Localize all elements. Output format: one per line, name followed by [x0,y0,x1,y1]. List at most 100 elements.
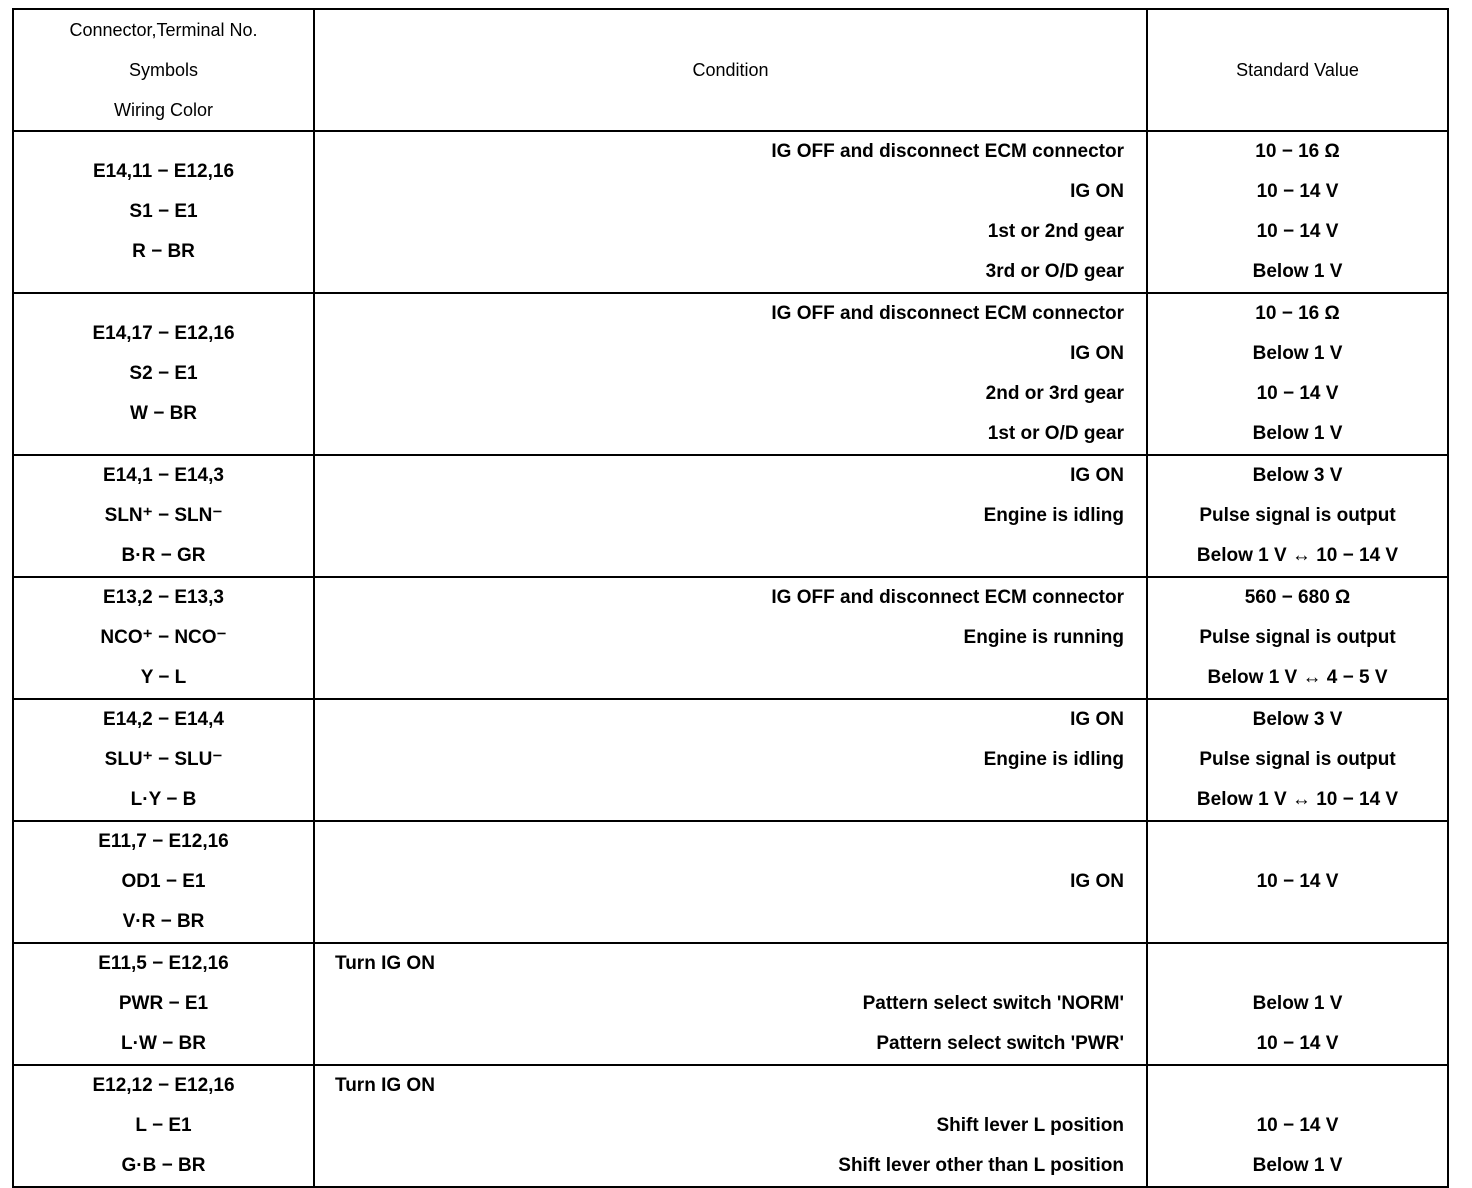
terminal-cell: E14,17 − E12,16 S2 − E1 W − BR [12,292,315,456]
condition-line: Shift lever L position [936,1115,1124,1136]
standard-value-line: Below 1 V ↔ 4 − 5 V [1207,667,1388,688]
terminal-line: W − BR [129,403,198,424]
terminal-line: S2 − E1 [129,363,198,384]
terminal-line: E12,12 − E12,16 [92,1075,235,1096]
table-row: E11,7 − E12,16 OD1 − E1 V·R − BR IG ON 10 − … [12,820,1449,944]
header-standard-value: Standard Value [1146,8,1449,132]
condition-line: 1st or O/D gear [987,423,1124,444]
condition-line [315,902,1146,942]
standard-value-line: Below 1 V [1252,993,1343,1014]
standard-value-line: 10 − 16 Ω [1255,303,1340,324]
standard-value-line: 10 − 14 V [1256,1033,1339,1054]
table-row: E13,2 − E13,3 NCO⁺ − NCO⁻ Y − L IG OFF and … [12,576,1449,700]
standard-value-line: Pulse signal is output [1199,505,1396,526]
condition-line: Pattern select switch 'NORM' [862,993,1124,1014]
standard-value-line: Below 1 V [1252,1155,1343,1176]
header-condition: Condition [313,8,1148,132]
standard-value-cell: Below 3 V Pulse signal is output Below 1 V… [1146,454,1449,578]
condition-line: 1st or 2nd gear [987,221,1124,242]
condition-line: IG OFF and disconnect ECM connector [771,141,1124,162]
condition-line: 3rd or O/D gear [985,261,1124,282]
terminal-line: PWR − E1 [118,993,209,1014]
terminal-cell: E14,11 − E12,16 S1 − E1 R − BR [12,130,315,294]
condition-line: Engine is idling [983,749,1124,770]
terminal-line: E11,5 − E12,16 [98,953,229,974]
condition-cell: IG OFF and disconnect ECM connector IG ON… [313,130,1148,294]
terminal-line: G·B − BR [121,1155,206,1176]
table-row: E12,12 − E12,16 L − E1 G·B − BR Turn IG ON S… [12,1064,1449,1188]
condition-note: Turn IG ON [335,953,435,974]
standard-value-line: Below 1 V [1252,423,1343,444]
condition-line: Pattern select switch 'PWR' [876,1033,1124,1054]
terminal-line: SLN⁺ − SLN⁻ [104,505,223,526]
condition-cell: Turn IG ON Shift lever L position Shift le… [313,1064,1148,1188]
terminal-line: NCO⁺ − NCO⁻ [100,627,227,648]
standard-value-line: Pulse signal is output [1199,627,1396,648]
standard-value-cell: 10 − 14 V Below 1 V [1146,1064,1449,1188]
terminal-line: L·Y − B [130,789,197,810]
standard-value-line: Below 1 V [1252,343,1343,364]
standard-value-line [1148,822,1447,862]
condition-cell: IG OFF and disconnect ECM connector Engin… [313,576,1148,700]
condition-line: Shift lever other than L position [838,1155,1124,1176]
terminal-line: OD1 − E1 [121,871,206,892]
condition-line [315,658,1146,698]
standard-value-line: Pulse signal is output [1199,749,1396,770]
standard-value-line: 10 − 14 V [1256,1115,1339,1136]
terminal-line: E14,11 − E12,16 [92,161,235,182]
standard-value-line: 10 − 14 V [1256,221,1339,242]
condition-cell: IG OFF and disconnect ECM connector IG ON… [313,292,1148,456]
standard-value-line [1148,902,1447,942]
condition-line: IG ON [1070,343,1124,364]
standard-value-cell: 10 − 16 Ω 10 − 14 V 10 − 14 V Below 1 V [1146,130,1449,294]
condition-line: Engine is running [963,627,1124,648]
condition-line [315,822,1146,862]
terminal-line: L − E1 [135,1115,192,1136]
table-row: E14,11 − E12,16 S1 − E1 R − BR IG OFF and d… [12,130,1449,294]
condition-line [315,780,1146,820]
terminal-line: E14,17 − E12,16 [92,323,235,344]
standard-value-line: 10 − 14 V [1256,383,1339,404]
terminal-line: L·W − BR [121,1033,206,1054]
table-row: E14,1 − E14,3 SLN⁺ − SLN⁻ B·R − GR IG ON Eng… [12,454,1449,578]
header-terminal-line: Wiring Color [113,100,214,120]
condition-cell: IG ON Engine is idling [313,454,1148,578]
terminal-cell: E13,2 − E13,3 NCO⁺ − NCO⁻ Y − L [12,576,315,700]
terminal-inspection-table: Connector,Terminal No. Symbols Wiring Co… [12,8,1449,1188]
standard-value-line [1148,944,1447,984]
terminal-line: E14,2 − E14,4 [103,709,224,730]
standard-value-cell: Below 1 V 10 − 14 V [1146,942,1449,1066]
condition-cell: Turn IG ON Pattern select switch 'NORM' Pa… [313,942,1148,1066]
terminal-line: B·R − GR [121,545,206,566]
standard-value-line: 10 − 14 V [1256,181,1339,202]
condition-line: IG ON [1070,181,1124,202]
standard-value-line: Below 3 V [1252,465,1343,486]
terminal-cell: E14,1 − E14,3 SLN⁺ − SLN⁻ B·R − GR [12,454,315,578]
condition-line: IG ON [1070,709,1124,730]
condition-line: IG OFF and disconnect ECM connector [771,587,1124,608]
terminal-cell: E14,2 − E14,4 SLU⁺ − SLU⁻ L·Y − B [12,698,315,822]
terminal-cell: E12,12 − E12,16 L − E1 G·B − BR [12,1064,315,1188]
terminal-line: R − BR [132,241,195,262]
condition-note: Turn IG ON [335,1075,435,1096]
standard-value-line: Below 3 V [1252,709,1343,730]
terminal-line: E14,1 − E14,3 [103,465,224,486]
standard-value-cell: 560 − 680 Ω Pulse signal is output Below 1… [1146,576,1449,700]
terminal-cell: E11,7 − E12,16 OD1 − E1 V·R − BR [12,820,315,944]
standard-value-line: Below 1 V ↔ 10 − 14 V [1196,789,1399,810]
table-row: E14,2 − E14,4 SLU⁺ − SLU⁻ L·Y − B IG ON Engi… [12,698,1449,822]
condition-line: IG ON [1070,465,1124,486]
terminal-line: E11,7 − E12,16 [98,831,229,852]
condition-line: IG ON [1070,871,1124,892]
terminal-line: Y − L [140,667,187,688]
header-terminal-line: Symbols [128,60,199,80]
terminal-cell: E11,5 − E12,16 PWR − E1 L·W − BR [12,942,315,1066]
standard-value-line: Below 1 V ↔ 10 − 14 V [1196,545,1399,566]
standard-value-cell: 10 − 16 Ω Below 1 V 10 − 14 V Below 1 V [1146,292,1449,456]
header-terminal-line: Connector,Terminal No. [69,20,258,40]
standard-value-line [1148,1066,1447,1106]
terminal-line: V·R − BR [122,911,205,932]
condition-line: IG OFF and disconnect ECM connector [771,303,1124,324]
table-row: E11,5 − E12,16 PWR − E1 L·W − BR Turn IG ON… [12,942,1449,1066]
header-terminal: Connector,Terminal No. Symbols Wiring Co… [12,8,315,132]
